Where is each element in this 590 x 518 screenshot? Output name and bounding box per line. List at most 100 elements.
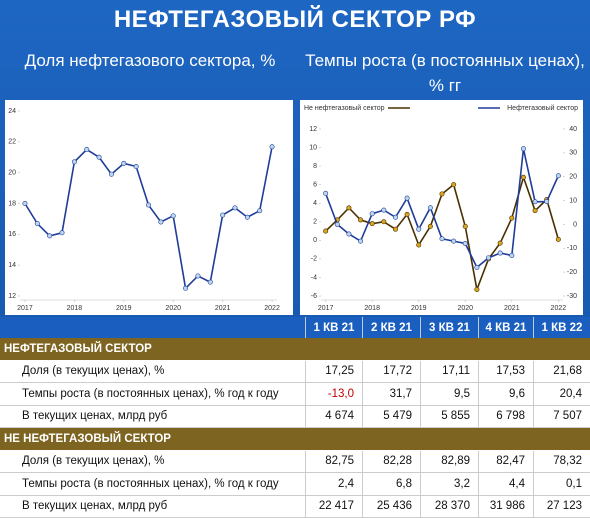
cell-value: -13,0	[305, 383, 362, 406]
point	[509, 215, 515, 221]
point	[532, 199, 538, 205]
cell-value: 31,7	[362, 383, 420, 406]
y2-tick-label: 0	[573, 221, 577, 228]
cell-value: 17,11	[420, 360, 478, 383]
point	[544, 199, 550, 205]
y-tick-label: 6	[313, 182, 317, 189]
cell-value: 82,28	[362, 450, 420, 473]
row-label: В текущих ценах, млрд руб	[0, 495, 305, 518]
y-tick-label: 16	[8, 231, 16, 238]
cell-value: 82,47	[478, 450, 533, 473]
y-tick-label: 14	[8, 262, 16, 269]
point	[474, 264, 480, 270]
point	[555, 173, 561, 179]
point	[59, 230, 65, 236]
point	[71, 159, 77, 165]
cell-value: 4,4	[478, 473, 533, 496]
x-tick-label: 2017	[318, 305, 334, 312]
point	[451, 238, 457, 244]
cell-value: 22 417	[305, 495, 362, 518]
column-header: 2 КВ 21	[362, 317, 420, 338]
cell-value: 25 436	[362, 495, 420, 518]
point	[509, 252, 515, 258]
y2-tick-label: 30	[569, 150, 577, 157]
point	[497, 240, 503, 246]
series-line	[324, 148, 560, 269]
point	[392, 226, 398, 232]
point	[474, 287, 480, 293]
cell-value: 3,2	[420, 473, 478, 496]
cell-value: 2,4	[305, 473, 362, 496]
y-tick-label: -6	[311, 293, 317, 300]
y-tick-label: 2	[313, 219, 317, 226]
x-tick-label: 2019	[116, 305, 132, 312]
series-line	[24, 146, 273, 290]
x-tick-label: 2020	[457, 305, 473, 312]
point	[146, 202, 152, 208]
cell-value: 9,5	[420, 383, 478, 406]
point	[121, 160, 127, 166]
y-tick-label: 0	[313, 237, 317, 244]
cell-value: 78,32	[533, 450, 590, 473]
section-title: НЕ НЕФТЕГАЗОВЫЙ СЕКТОР	[0, 428, 590, 451]
point	[158, 219, 164, 225]
point	[323, 228, 329, 234]
x-tick-label: 2022	[264, 305, 280, 312]
cell-value: 20,4	[533, 383, 590, 406]
point	[84, 147, 90, 153]
y2-tick-label: 10	[569, 197, 577, 204]
y2-tick-label: -10	[567, 245, 577, 252]
cell-value: 5 479	[362, 405, 420, 428]
column-header: 1 КВ 21	[305, 317, 362, 338]
cell-value: 17,72	[362, 360, 420, 383]
point	[346, 231, 352, 237]
y2-tick-label: -30	[567, 293, 577, 300]
point	[269, 144, 275, 150]
cell-value: 21,68	[533, 360, 590, 383]
row-label: В текущих ценах, млрд руб	[0, 405, 305, 428]
cell-value: 27 123	[533, 495, 590, 518]
point	[532, 208, 538, 214]
point	[323, 190, 329, 196]
x-tick-label: 2019	[411, 305, 427, 312]
y-tick-label: 10	[309, 144, 317, 151]
point	[358, 217, 364, 223]
cell-value: 17,25	[305, 360, 362, 383]
point	[346, 205, 352, 211]
point	[369, 221, 375, 227]
y-tick-label: -2	[311, 256, 317, 263]
row-label: Темпы роста (в постоянных ценах), % год …	[0, 383, 305, 406]
point	[451, 182, 457, 188]
y2-tick-label: 20	[569, 174, 577, 181]
legend-label: Нефтегазовый сектор	[507, 104, 578, 112]
header-corner	[0, 317, 305, 338]
cell-value: 9,6	[478, 383, 533, 406]
y-tick-label: 12	[8, 293, 16, 300]
point	[486, 255, 492, 261]
x-tick-label: 2021	[215, 305, 231, 312]
row-label: Доля (в текущих ценах), %	[0, 450, 305, 473]
row-label: Темпы роста (в постоянных ценах), % год …	[0, 473, 305, 496]
y-tick-label: 8	[313, 163, 317, 170]
page-title: НЕФТЕГАЗОВЫЙ СЕКТОР РФ	[113, 6, 477, 33]
point	[520, 146, 526, 152]
point	[381, 219, 387, 225]
cell-value: 4 674	[305, 405, 362, 428]
chart-title: Темпы роста (в постоянных ценах), % гг	[305, 51, 585, 95]
point	[232, 205, 238, 211]
x-tick-label: 2020	[165, 305, 181, 312]
point	[195, 273, 201, 279]
x-tick-label: 2021	[504, 305, 520, 312]
point	[404, 195, 410, 201]
cell-value: 6 798	[478, 405, 533, 428]
y-tick-label: 22	[8, 139, 16, 146]
y-tick-label: 12	[309, 126, 317, 133]
x-tick-label: 2018	[67, 305, 83, 312]
point	[497, 250, 503, 256]
y-tick-label: 4	[313, 200, 317, 207]
point	[334, 221, 340, 227]
x-tick-label: 2018	[364, 305, 380, 312]
point	[555, 236, 561, 242]
